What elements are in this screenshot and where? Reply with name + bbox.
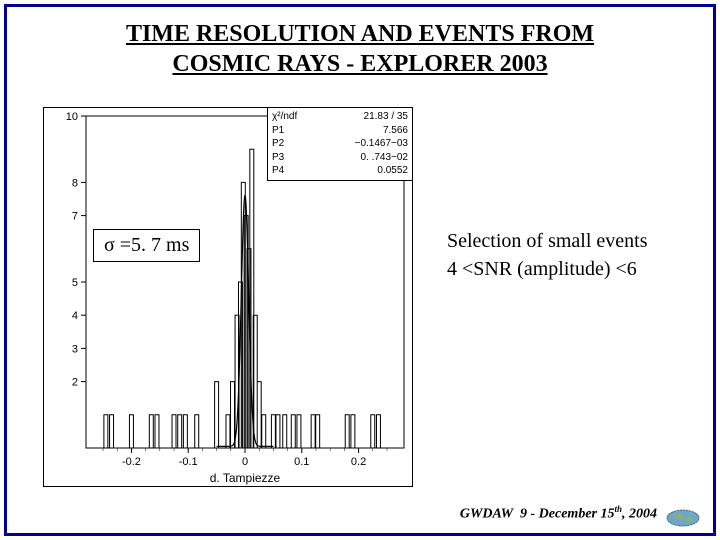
chi2-label: χ²/ndf <box>272 110 297 124</box>
p4-label: P4 <box>272 164 284 178</box>
p2-label: P2 <box>272 137 284 151</box>
caption-line-1: Selection of small events <box>447 230 648 252</box>
p4-val: 0.0552 <box>377 164 408 178</box>
title-line-1: TIME RESOLUTION AND EVENTS FROM <box>126 21 594 47</box>
chi2-val: 21.83 / 35 <box>364 110 408 124</box>
p1-val: 7.566 <box>383 124 408 138</box>
svg-text:d. Tampiezze: d. Tampiezze <box>210 471 281 485</box>
selection-caption: Selection of small events 4 <SNR (amplit… <box>447 227 648 283</box>
svg-text:3: 3 <box>72 343 78 355</box>
p3-val: 0. .743−02 <box>360 151 408 165</box>
p2-val: −0.1467−03 <box>355 137 408 151</box>
svg-text:8: 8 <box>72 177 78 189</box>
svg-text:7: 7 <box>72 211 78 223</box>
caption-line-2: 4 <SNR (amplitude) <6 <box>447 258 637 280</box>
fit-stats-box: χ²/ndf 21.83 / 35 P1 7.566 P2 −0.1467−03 P3… <box>267 107 413 181</box>
svg-text:2: 2 <box>72 377 78 389</box>
svg-text:4: 4 <box>72 310 78 322</box>
svg-text:10: 10 <box>66 111 78 123</box>
slide-title: TIME RESOLUTION AND EVENTS FROM COSMIC R… <box>7 19 713 79</box>
sigma-text: σ =5. 7 ms <box>104 234 189 256</box>
svg-text:0.1: 0.1 <box>294 456 309 468</box>
globe-icon <box>665 505 701 527</box>
sigma-annotation: σ =5. 7 ms <box>93 229 200 262</box>
svg-text:-0.1: -0.1 <box>179 456 198 468</box>
p1-label: P1 <box>272 124 284 138</box>
slide-frame: TIME RESOLUTION AND EVENTS FROM COSMIC R… <box>4 4 716 536</box>
footer-text: GWDAW 9 - December 15th, 2004 <box>460 504 657 523</box>
svg-text:5: 5 <box>72 277 78 289</box>
svg-text:0: 0 <box>242 456 248 468</box>
title-line-2: COSMIC RAYS - EXPLORER 2003 <box>172 51 547 77</box>
svg-text:-0.2: -0.2 <box>122 456 141 468</box>
p3-label: P3 <box>272 151 284 165</box>
svg-text:0.2: 0.2 <box>351 456 366 468</box>
